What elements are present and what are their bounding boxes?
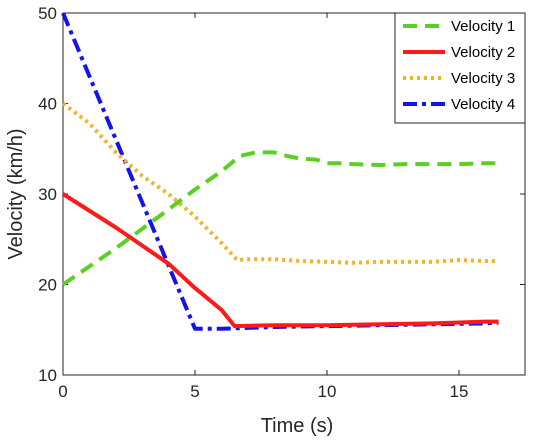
x-tick-label: 15 <box>450 382 469 401</box>
legend-label-3: Velocity 3 <box>451 70 515 87</box>
series-line-2 <box>61 192 499 329</box>
y-tick-label: 20 <box>38 276 57 295</box>
x-tick-label: 10 <box>318 382 337 401</box>
series-line-3 <box>61 101 499 265</box>
legend: Velocity 1 Velocity 2 Velocity 3 Velocity 4 <box>394 12 526 124</box>
y-tick-label: 30 <box>38 185 57 204</box>
x-tick-label: 0 <box>58 382 67 401</box>
x-axis-label: Time (s) <box>261 415 334 437</box>
y-tick-label: 50 <box>38 4 57 23</box>
x-tick-label: 5 <box>190 382 199 401</box>
legend-label-1: Velocity 1 <box>451 18 515 35</box>
y-axis-label: Velocity (km/h) <box>5 128 27 259</box>
tick-labels: 0 5 10 15 10 20 30 40 50 <box>38 4 468 401</box>
series-line-1 <box>61 150 499 287</box>
y-tick-label: 40 <box>38 95 57 114</box>
legend-label-2: Velocity 2 <box>451 44 515 61</box>
y-tick-label: 10 <box>38 366 57 385</box>
legend-label-4: Velocity 4 <box>451 96 515 113</box>
